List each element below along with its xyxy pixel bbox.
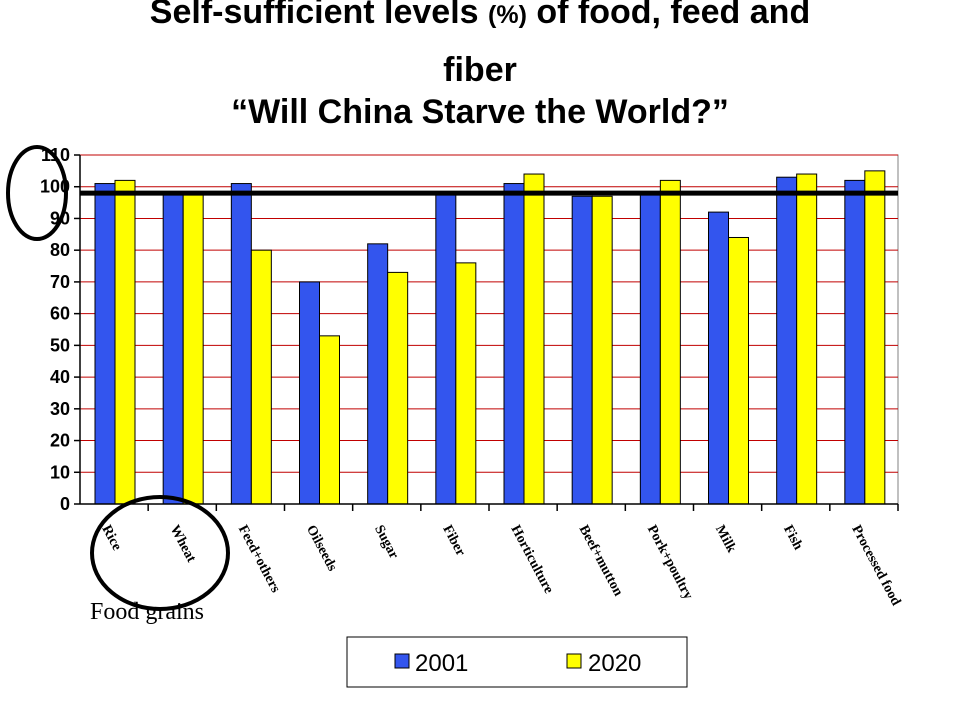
legend-label-2001: 2001	[415, 650, 468, 677]
bar-2020-wheat	[182, 192, 204, 505]
y-tick-label: 100	[40, 177, 70, 197]
x-tick-label: Pork+poultry	[644, 523, 696, 602]
x-tick-label: Feed+others	[235, 523, 283, 596]
gridlines	[80, 154, 898, 473]
y-tick-label: 40	[50, 367, 70, 387]
y-tick-label: 50	[50, 335, 70, 355]
y-tick-label: 30	[50, 399, 70, 419]
bar-2001-pork-poultry	[639, 192, 661, 505]
bar-2020-feed-others	[250, 249, 272, 505]
x-tick-label: Processed food	[848, 523, 903, 609]
x-axis-labels: Rice Wheat Feed+others Oilseeds Sugar Fiber Ho…	[98, 504, 903, 608]
bar-2001-fiber	[435, 192, 457, 505]
legend: 2001 2020	[346, 636, 688, 688]
title-unit: (%)	[488, 1, 527, 29]
title-suffix: of food, feed and	[526, 0, 811, 31]
bar-2020-fish	[796, 173, 818, 505]
bar-2020-oilseeds	[319, 335, 340, 505]
y-tick-label: 0	[60, 494, 70, 514]
x-tick-label: Sugar	[371, 523, 401, 562]
x-tick-label: Wheat	[167, 523, 199, 565]
plot-area	[79, 154, 899, 505]
y-tick-label: 60	[50, 304, 70, 324]
bar-2001-wheat	[162, 192, 184, 505]
y-tick-label: 20	[50, 431, 70, 451]
bar-2001-fish	[776, 176, 798, 505]
title-prefix: Self-sufficient levels	[149, 0, 489, 31]
y-tick-label: 80	[50, 240, 70, 260]
legend-swatch-2001	[394, 653, 410, 669]
highlight-circle-y	[6, 145, 68, 241]
bar-2001-feed-others	[230, 183, 252, 505]
legend-swatch-2020	[566, 653, 582, 669]
bar-2020-horticulture	[523, 173, 545, 505]
bar-2020-fiber	[455, 262, 477, 505]
x-tick-label: Rice	[98, 523, 124, 553]
bar-2001-sugar	[367, 243, 389, 505]
bar-2001-milk	[708, 211, 729, 505]
x-tick-label: Beef+mutton	[576, 523, 626, 599]
bar-2020-pork-poultry	[659, 179, 681, 505]
y-tick-label: 10	[50, 462, 70, 482]
x-tick-label: Horticulture	[507, 523, 556, 596]
bar-2001-oilseeds	[299, 281, 320, 505]
bar-2020-milk	[728, 236, 749, 505]
bar-2001-processed-food	[844, 179, 866, 505]
legend-label-2020: 2020	[588, 650, 641, 677]
x-tick-label: Milk	[712, 523, 739, 556]
bar-2001-rice	[94, 183, 116, 505]
y-tick-label: 70	[50, 272, 70, 292]
highlight-circle-grains	[90, 495, 230, 611]
x-tick-label: Fiber	[439, 523, 468, 559]
bar-2001-beef-mutton	[571, 195, 593, 505]
x-tick-label: Oilseeds	[303, 523, 340, 574]
x-tick-label: Fish	[780, 523, 805, 553]
food-grains-note: Food grains	[90, 599, 204, 625]
bar-2020-rice	[114, 179, 136, 505]
bar-2020-beef-mutton	[591, 195, 613, 505]
bar-2020-sugar	[387, 271, 409, 505]
chart-title-line2: fiber	[443, 51, 517, 89]
chart-title-line1: Self-sufficient levels (%) of food, feed…	[0, 0, 960, 35]
bar-2020-processed-food	[864, 170, 886, 505]
bar-2001-horticulture	[503, 183, 525, 505]
chart-subtitle: “Will China Starve the World?”	[231, 93, 729, 131]
